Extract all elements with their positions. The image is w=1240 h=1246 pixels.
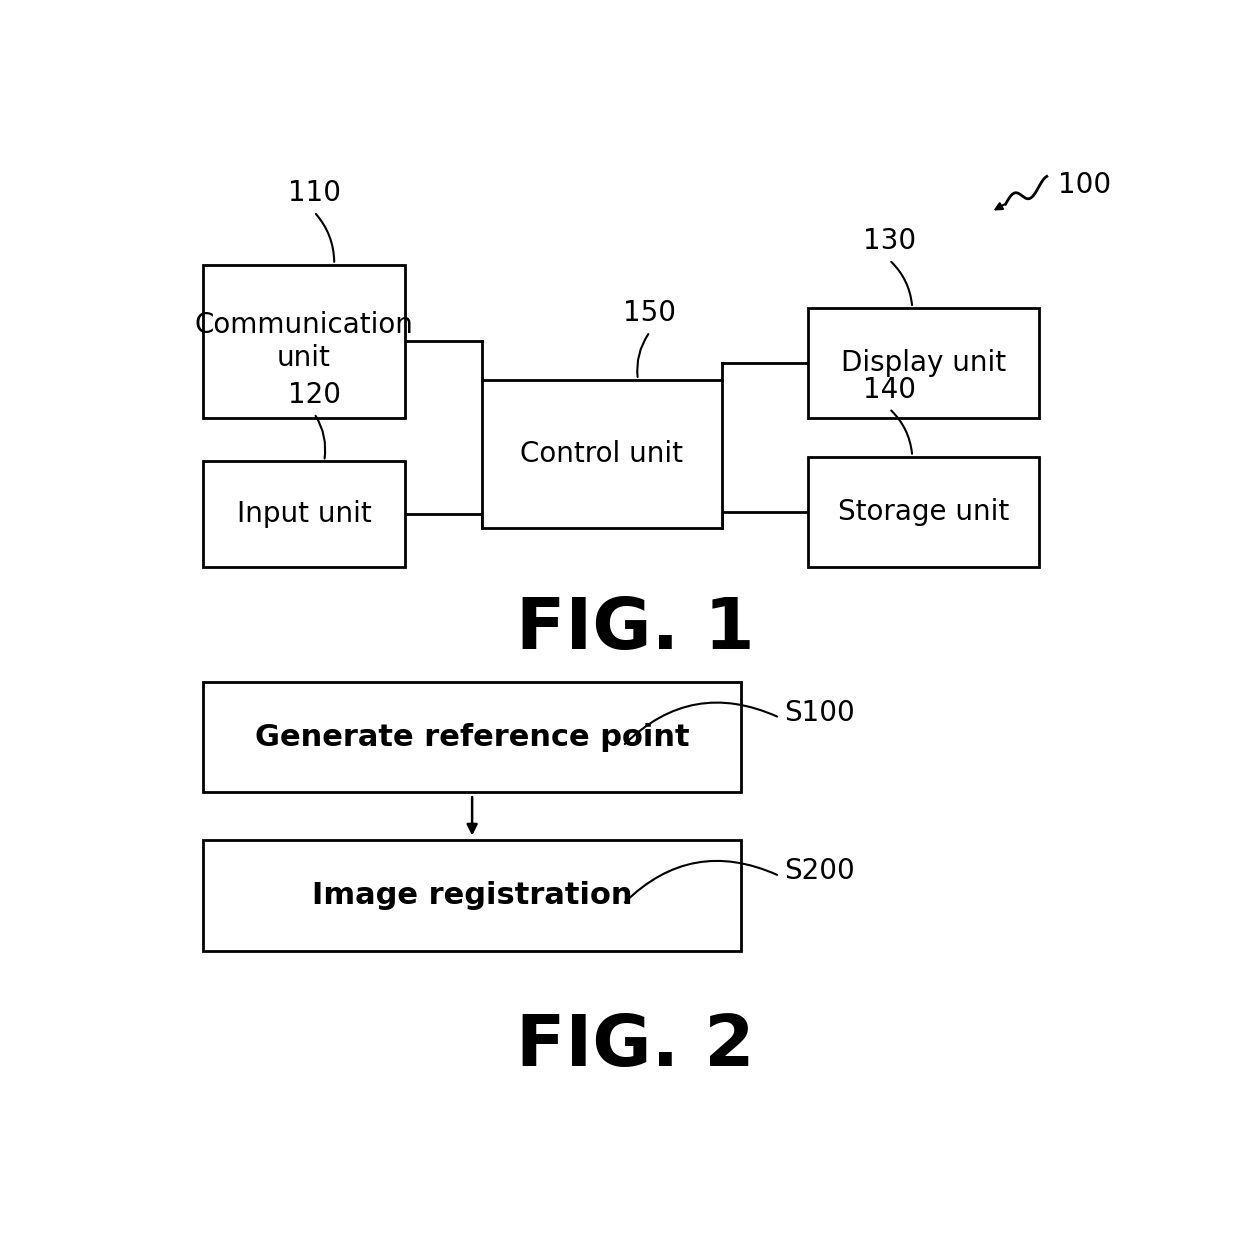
Text: Storage unit: Storage unit <box>838 497 1009 526</box>
Text: S100: S100 <box>785 699 856 726</box>
Bar <box>203 682 742 792</box>
Text: Generate reference point: Generate reference point <box>254 723 689 751</box>
Text: 140: 140 <box>863 376 915 404</box>
Bar <box>203 840 742 951</box>
Text: 110: 110 <box>288 179 341 207</box>
Text: Control unit: Control unit <box>521 440 683 468</box>
Bar <box>203 461 404 567</box>
Text: 130: 130 <box>863 227 916 255</box>
Text: 150: 150 <box>624 299 676 326</box>
Text: 100: 100 <box>1058 171 1111 199</box>
Bar <box>808 456 1039 567</box>
Text: FIG. 2: FIG. 2 <box>516 1012 755 1082</box>
Text: 120: 120 <box>288 380 341 409</box>
Bar <box>808 308 1039 419</box>
Bar <box>203 264 404 419</box>
Text: Image registration: Image registration <box>312 881 632 910</box>
Text: S200: S200 <box>785 857 856 885</box>
Text: Communication
unit: Communication unit <box>195 312 413 371</box>
Bar <box>481 380 722 528</box>
Text: FIG. 1: FIG. 1 <box>516 594 755 664</box>
Text: Input unit: Input unit <box>237 500 371 528</box>
Text: Display unit: Display unit <box>841 349 1007 378</box>
